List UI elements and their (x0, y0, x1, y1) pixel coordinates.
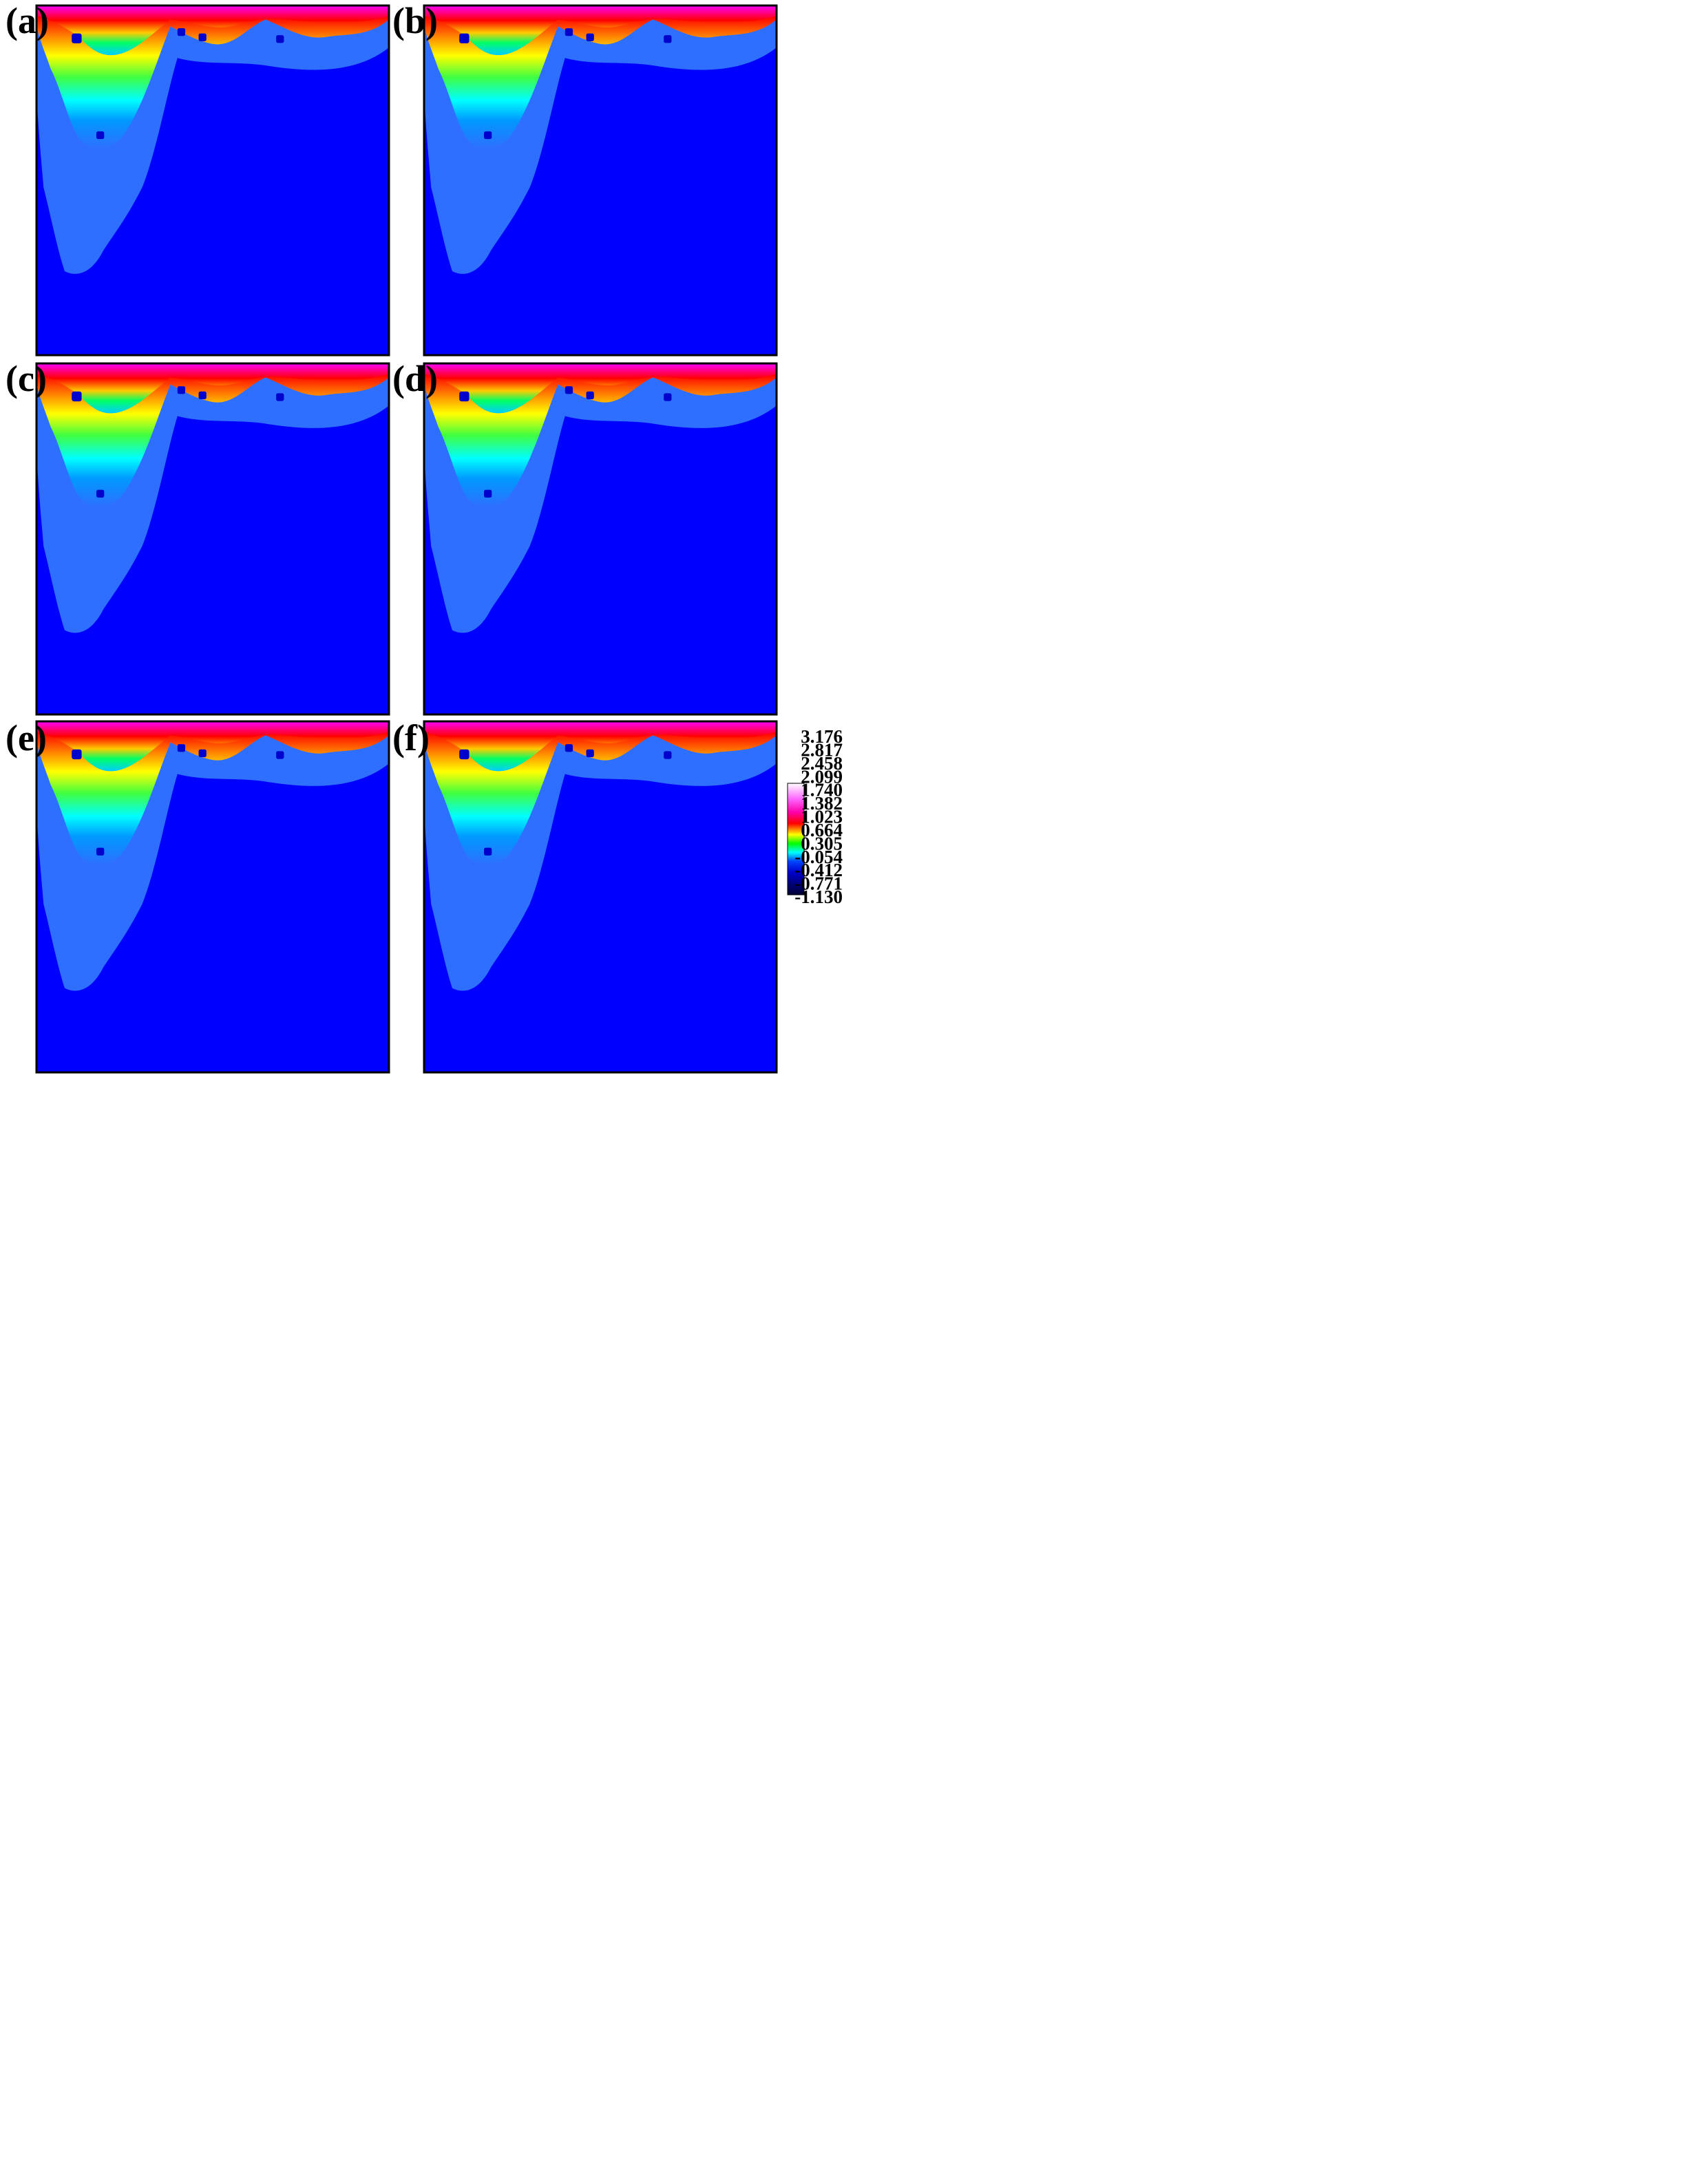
panel-label-c: (c) (6, 358, 47, 399)
colorbar-tick-label: 1.382 (801, 793, 843, 814)
colorbar-tick-label: 2.817 (801, 739, 843, 760)
panel-c (35, 362, 390, 716)
colorbar-tick-label: 1.740 (801, 780, 843, 801)
colorbar: 3.1762.8172.4582.0991.7401.3821.0230.664… (787, 726, 843, 907)
panel-label-e: (e) (6, 717, 47, 759)
colorbar-tick-label: -0.412 (794, 860, 843, 880)
colorbar-tick-label: 0.305 (801, 833, 843, 854)
colorbar-tick-label: 2.099 (801, 766, 843, 787)
panel-b (423, 4, 778, 357)
colorbar-gradient (787, 783, 805, 895)
colorbar-tick-label: -1.130 (794, 887, 843, 907)
panel-label-f: (f) (392, 717, 430, 759)
panel-label-a: (a) (6, 0, 49, 41)
colorbar-tick-label: 3.176 (801, 726, 843, 747)
panel-f (423, 720, 778, 1074)
panel-label-b: (b) (392, 0, 438, 41)
panel-d (423, 362, 778, 716)
colorbar-tick-label: -0.771 (794, 873, 843, 894)
panel-label-d: (d) (392, 358, 438, 399)
colorbar-tick-label: 1.023 (801, 807, 843, 827)
colorbar-tick-label: -0.054 (794, 847, 843, 867)
panel-e (35, 720, 390, 1074)
colorbar-tick-label: 2.458 (801, 753, 843, 774)
colorbar-tick-label: 0.664 (801, 820, 843, 840)
colorbar-labels: 3.1762.8172.4582.0991.7401.3821.0230.664… (794, 726, 843, 907)
panel-a (35, 4, 390, 357)
